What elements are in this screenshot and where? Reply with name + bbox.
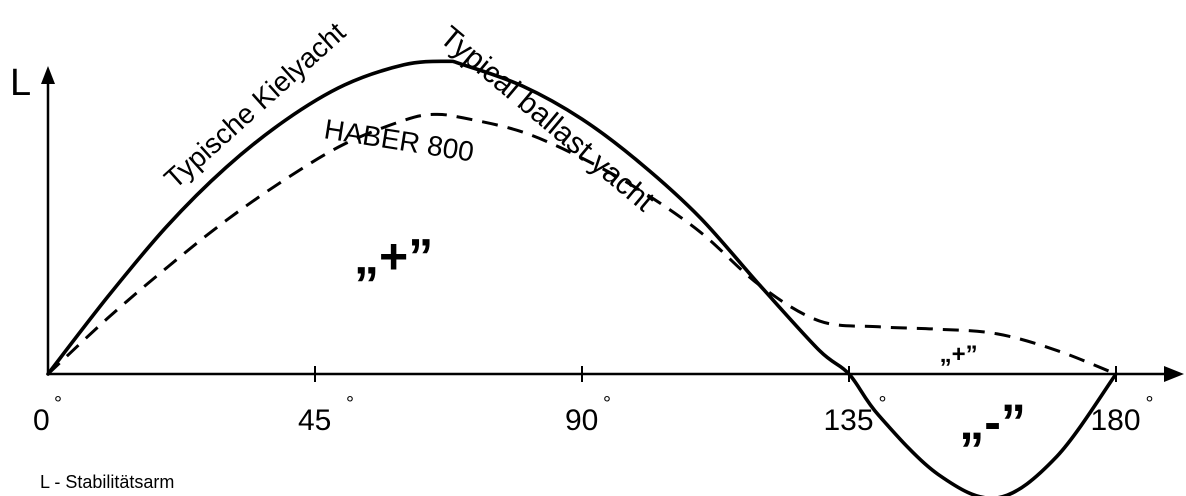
x-tick-degree-135: ° xyxy=(879,393,887,415)
x-tick-labels: 0 ° 45 ° 90 ° 135 ° 180 ° xyxy=(33,393,1154,437)
y-axis-label: L xyxy=(10,62,31,104)
x-tick-degree-0: ° xyxy=(54,393,62,415)
series-label-haber-800: HABER 800 xyxy=(322,113,476,167)
series-line-haber-800 xyxy=(46,112,1117,376)
x-tick-label-45: 45 xyxy=(298,404,331,437)
x-tick-label-135: 135 xyxy=(824,404,874,437)
footnote: L - Stabilitätsarm xyxy=(40,472,174,492)
region-label-1: „+” xyxy=(940,341,978,368)
x-axis-arrow xyxy=(1164,366,1184,382)
x-tick-label-180: 180 xyxy=(1091,404,1141,437)
region-labels: „+” „+” „-” xyxy=(354,229,1026,450)
x-tick-label-90: 90 xyxy=(565,404,598,437)
axes: L xyxy=(10,62,1184,382)
x-tick-degree-90: ° xyxy=(603,393,611,415)
y-axis-arrow xyxy=(41,66,55,84)
region-label-2: „-” xyxy=(959,394,1026,450)
x-tick-label-0: 0 xyxy=(33,404,50,437)
x-tick-degree-45: ° xyxy=(346,393,354,415)
x-tick-degree-180: ° xyxy=(1146,393,1154,415)
series-label-kielyacht: Typische Kielyacht xyxy=(158,16,351,194)
region-label-0: „+” xyxy=(354,229,433,285)
series-line-typical-ballast-yacht xyxy=(46,59,1118,496)
